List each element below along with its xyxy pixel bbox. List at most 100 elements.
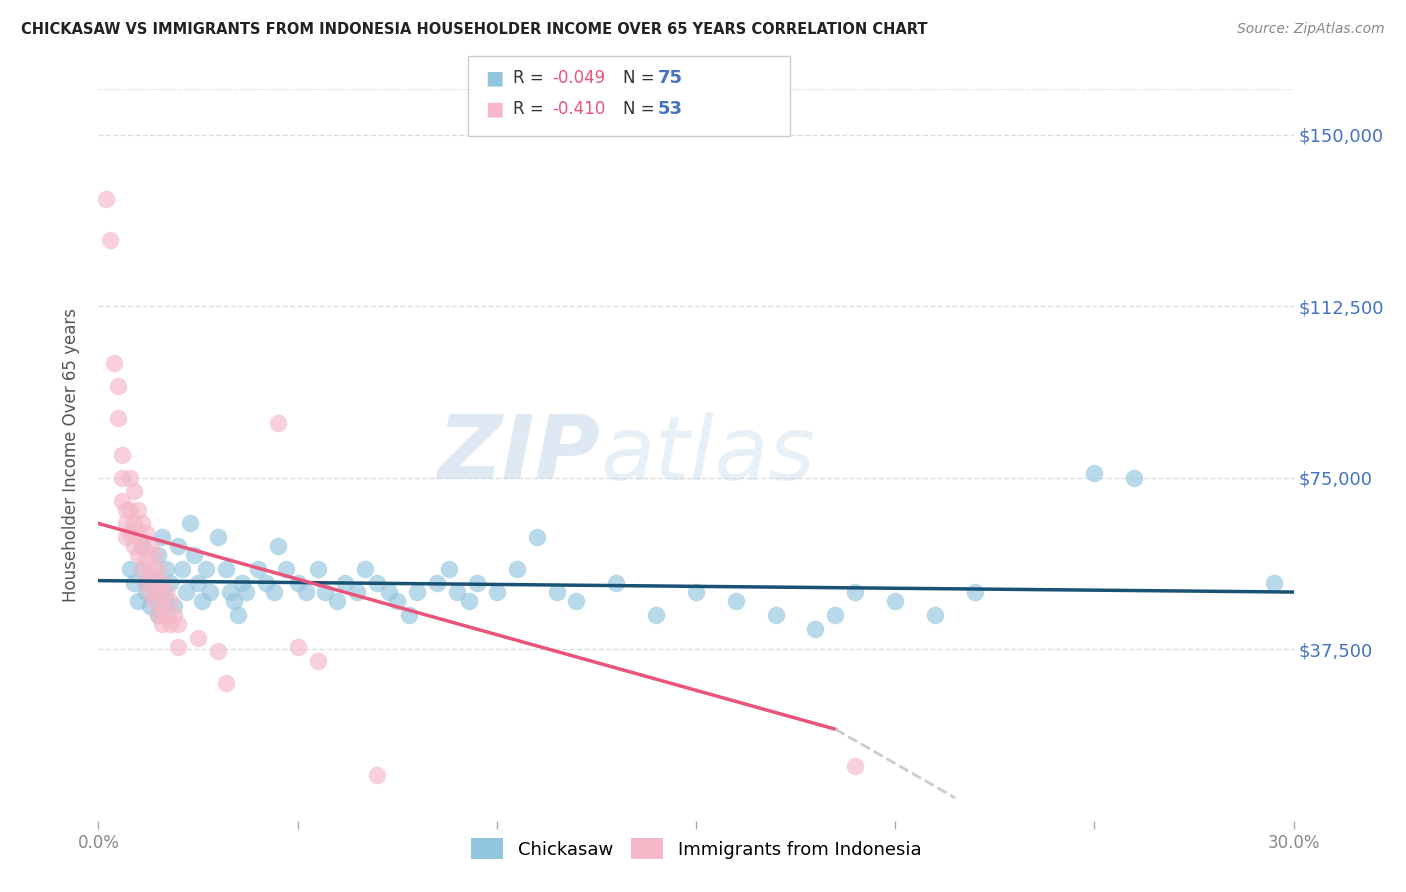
Point: [267, 539, 290, 553]
Point: [222, 594, 245, 608]
Point: [131, 539, 153, 553]
Text: ■: ■: [485, 99, 503, 119]
Point: [139, 585, 162, 599]
Point: [155, 585, 177, 599]
Point: [458, 594, 481, 608]
Point: [148, 549, 170, 563]
Point: [98, 233, 122, 247]
Point: [111, 448, 134, 462]
Point: [437, 562, 460, 576]
Point: [546, 585, 568, 599]
Point: [135, 553, 157, 567]
Point: [120, 502, 142, 516]
Point: [150, 585, 173, 599]
Point: [155, 607, 177, 622]
Point: [148, 585, 170, 599]
Point: [246, 562, 269, 576]
Point: [446, 585, 468, 599]
Point: [235, 585, 257, 599]
Point: [207, 530, 229, 544]
Point: [143, 590, 166, 604]
Point: [120, 562, 142, 576]
Point: [167, 539, 190, 553]
Point: [215, 676, 238, 690]
Point: [127, 530, 149, 544]
Point: [135, 576, 157, 591]
Point: [307, 562, 329, 576]
Point: [172, 562, 194, 576]
Point: [326, 594, 349, 608]
Point: [107, 411, 129, 425]
Point: [111, 471, 134, 485]
Point: [159, 594, 181, 608]
Point: [159, 576, 181, 591]
Point: [131, 562, 153, 576]
Point: [1083, 466, 1105, 480]
Point: [174, 585, 197, 599]
Text: 53: 53: [658, 100, 683, 118]
Point: [135, 585, 157, 599]
Point: [526, 530, 548, 544]
Point: [139, 539, 162, 553]
Point: [765, 607, 787, 622]
Point: [131, 539, 153, 553]
Point: [398, 607, 420, 622]
Point: [183, 549, 205, 563]
Point: [191, 594, 214, 608]
Point: [115, 530, 138, 544]
Point: [207, 644, 229, 658]
Point: [159, 617, 181, 632]
Point: [143, 571, 166, 585]
Point: [135, 525, 157, 540]
Point: [150, 617, 173, 632]
Text: N =: N =: [623, 100, 659, 118]
Point: [139, 562, 162, 576]
Point: [163, 607, 186, 622]
Point: [307, 654, 329, 668]
Point: [155, 562, 177, 576]
Text: N =: N =: [623, 69, 659, 87]
Point: [506, 562, 529, 576]
Point: [465, 576, 488, 591]
Point: [366, 768, 388, 782]
Point: [724, 594, 747, 608]
Point: [1263, 576, 1285, 591]
Point: [924, 607, 946, 622]
Text: CHICKASAW VS IMMIGRANTS FROM INDONESIA HOUSEHOLDER INCOME OVER 65 YEARS CORRELAT: CHICKASAW VS IMMIGRANTS FROM INDONESIA H…: [21, 22, 928, 37]
Point: [485, 585, 508, 599]
Point: [215, 562, 238, 576]
Point: [335, 576, 357, 591]
Point: [287, 640, 309, 654]
Point: [287, 576, 309, 591]
Point: [107, 379, 129, 393]
Point: [565, 594, 588, 608]
Point: [115, 502, 138, 516]
Point: [294, 585, 316, 599]
Point: [127, 502, 149, 516]
Point: [127, 594, 149, 608]
Text: R =: R =: [513, 100, 550, 118]
Point: [167, 617, 190, 632]
Point: [120, 525, 142, 540]
Text: ■: ■: [485, 68, 503, 87]
Point: [135, 576, 157, 591]
Point: [963, 585, 986, 599]
Point: [385, 594, 409, 608]
Point: [150, 599, 173, 613]
Point: [143, 571, 166, 585]
Point: [231, 576, 253, 591]
Point: [884, 594, 907, 608]
Point: [127, 549, 149, 563]
Point: [139, 599, 162, 613]
Point: [1123, 471, 1146, 485]
Point: [263, 585, 285, 599]
Point: [103, 356, 125, 370]
Legend: Chickasaw, Immigrants from Indonesia: Chickasaw, Immigrants from Indonesia: [464, 831, 928, 866]
Text: R =: R =: [513, 69, 550, 87]
Point: [143, 549, 166, 563]
Point: [131, 516, 153, 531]
Point: [844, 758, 866, 772]
Point: [844, 585, 866, 599]
Point: [195, 562, 218, 576]
Point: [111, 493, 134, 508]
